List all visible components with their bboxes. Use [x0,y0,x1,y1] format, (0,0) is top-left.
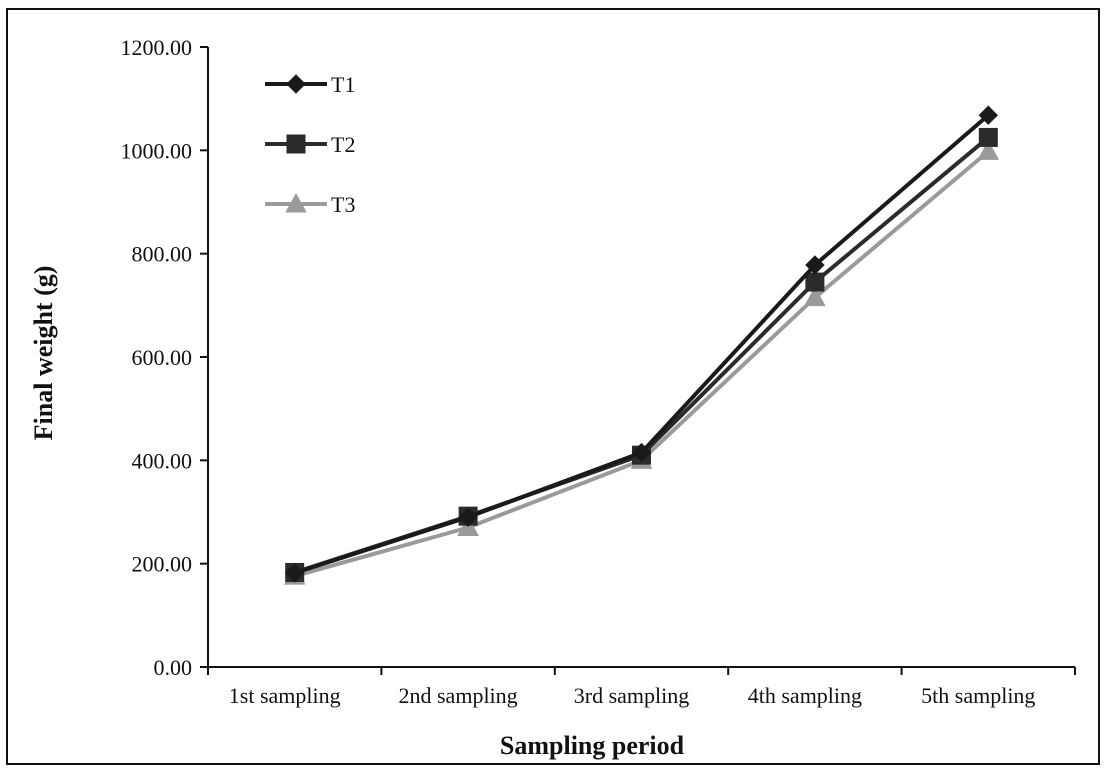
data-point-t1 [805,255,825,275]
x-tick-label: 5th sampling [921,683,1035,708]
y-tick-label: 800.00 [132,242,193,267]
data-point-t1 [978,105,999,125]
legend-label-t2: T2 [331,132,355,157]
x-axis-title: Sampling period [500,731,685,760]
legend-item-t2: T2 [265,132,355,157]
legend-item-t3: T3 [265,192,355,217]
y-tick-label: 1200.00 [121,35,193,60]
y-tick-labels: 0.00 200.00 400.00 600.00 800.00 1000.00 1200.… [121,35,193,680]
legend-marker-t1 [286,74,306,94]
series-line-t1 [294,113,990,575]
y-axis-title: Final weight (g) [29,266,58,441]
series-lines [283,105,1000,585]
y-tick-label: 1000.00 [121,138,193,163]
chart-axes [200,46,1076,675]
legend-marker-t2 [286,134,306,154]
data-point-t1 [284,563,305,583]
y-tick-label: 0.00 [154,655,193,680]
data-point-t1 [458,507,478,527]
x-tick-label: 1st sampling [229,683,341,708]
x-tick-label: 3rd sampling [574,683,690,708]
x-tick-label: 4th sampling [748,683,862,708]
x-tick-labels: 1st sampling 2nd sampling 3rd sampling 4th … [229,683,1036,708]
legend-label-t1: T1 [331,72,355,97]
chart-frame [6,8,1100,765]
data-point-t3 [977,140,1000,160]
y-tick-label: 600.00 [132,345,193,370]
legend-marker-t3 [285,192,307,213]
series-line-t3 [294,149,990,578]
series-t3 [283,140,1000,585]
y-tick-label: 400.00 [132,448,193,473]
legend: T1 T2 T3 [265,72,355,217]
data-point-t2 [805,272,825,292]
data-point-t2 [978,127,998,147]
series-t2 [285,127,998,582]
legend-item-t1: T1 [265,72,355,97]
y-tick-label: 200.00 [132,552,193,577]
series-t1 [284,105,999,583]
data-point-t3 [804,286,826,307]
x-tick-label: 2nd sampling [399,683,518,708]
data-point-t1 [631,442,652,463]
legend-label-t3: T3 [331,192,355,217]
